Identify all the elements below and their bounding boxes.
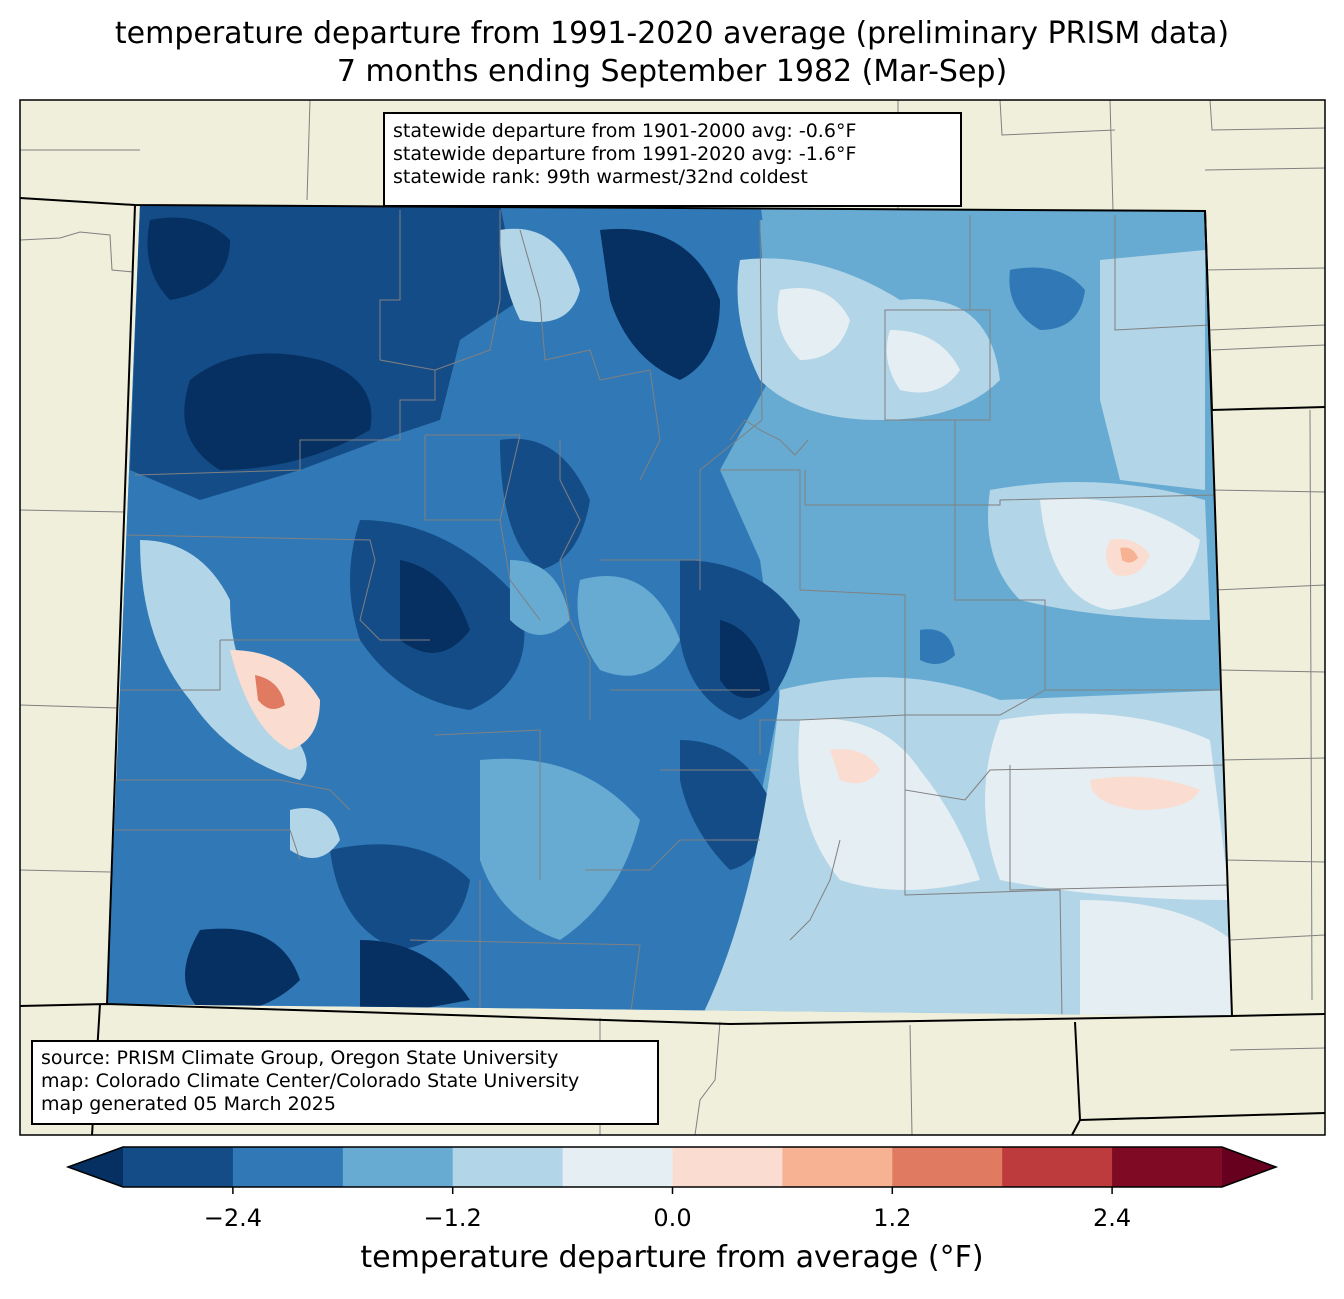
colorbar-extend-max bbox=[1222, 1147, 1276, 1187]
source-line-map: map: Colorado Climate Center/Colorado St… bbox=[41, 1070, 580, 1092]
source-line-prism: source: PRISM Climate Group, Oregon Stat… bbox=[41, 1047, 559, 1069]
colorbar-label: temperature departure from average (°F) bbox=[360, 1240, 984, 1275]
colorbar-extend-min bbox=[68, 1147, 123, 1187]
colorbar-bin bbox=[232, 1147, 344, 1187]
map-title-line1: temperature departure from 1991-2020 ave… bbox=[114, 16, 1230, 51]
colorbar-tick-label: 0.0 bbox=[653, 1204, 692, 1232]
colorbar-bin bbox=[452, 1147, 564, 1187]
map-title-line2: 7 months ending September 1982 (Mar-Sep) bbox=[336, 54, 1008, 89]
colorbar-bin bbox=[342, 1147, 454, 1187]
state-borders bbox=[19, 197, 1326, 1136]
colorbar-bin bbox=[123, 1147, 234, 1187]
statewide-stats-box: statewide departure from 1901-2000 avg: … bbox=[383, 112, 962, 207]
map-frame bbox=[19, 99, 1326, 1136]
stats-line-1991-2020: statewide departure from 1991-2020 avg: … bbox=[393, 143, 857, 165]
colorbar-bin bbox=[562, 1147, 673, 1187]
colorbar-bin bbox=[672, 1147, 783, 1187]
colorbar-tick-label: −2.4 bbox=[203, 1204, 263, 1232]
colorbar bbox=[65, 1146, 1279, 1194]
colorbar-bin bbox=[1002, 1147, 1113, 1187]
source-box: source: PRISM Climate Group, Oregon Stat… bbox=[31, 1040, 659, 1125]
colorbar-tick-label: 1.2 bbox=[873, 1204, 912, 1232]
county-lines bbox=[110, 210, 1231, 1016]
temperature-field bbox=[107, 205, 1232, 1016]
stats-line-rank: statewide rank: 99th warmest/32nd coldes… bbox=[393, 166, 808, 188]
colorbar-tick-label: −1.2 bbox=[423, 1204, 482, 1232]
colorbar-bin bbox=[1112, 1147, 1223, 1187]
colorbar-bin bbox=[892, 1147, 1003, 1187]
source-line-generated: map generated 05 March 2025 bbox=[41, 1093, 336, 1115]
colorbar-outline bbox=[65, 1146, 1279, 1188]
colorbar-tick-label: 2.4 bbox=[1093, 1204, 1132, 1232]
colorbar-bin bbox=[782, 1147, 893, 1187]
stats-line-1901-2000: statewide departure from 1901-2000 avg: … bbox=[393, 120, 857, 142]
